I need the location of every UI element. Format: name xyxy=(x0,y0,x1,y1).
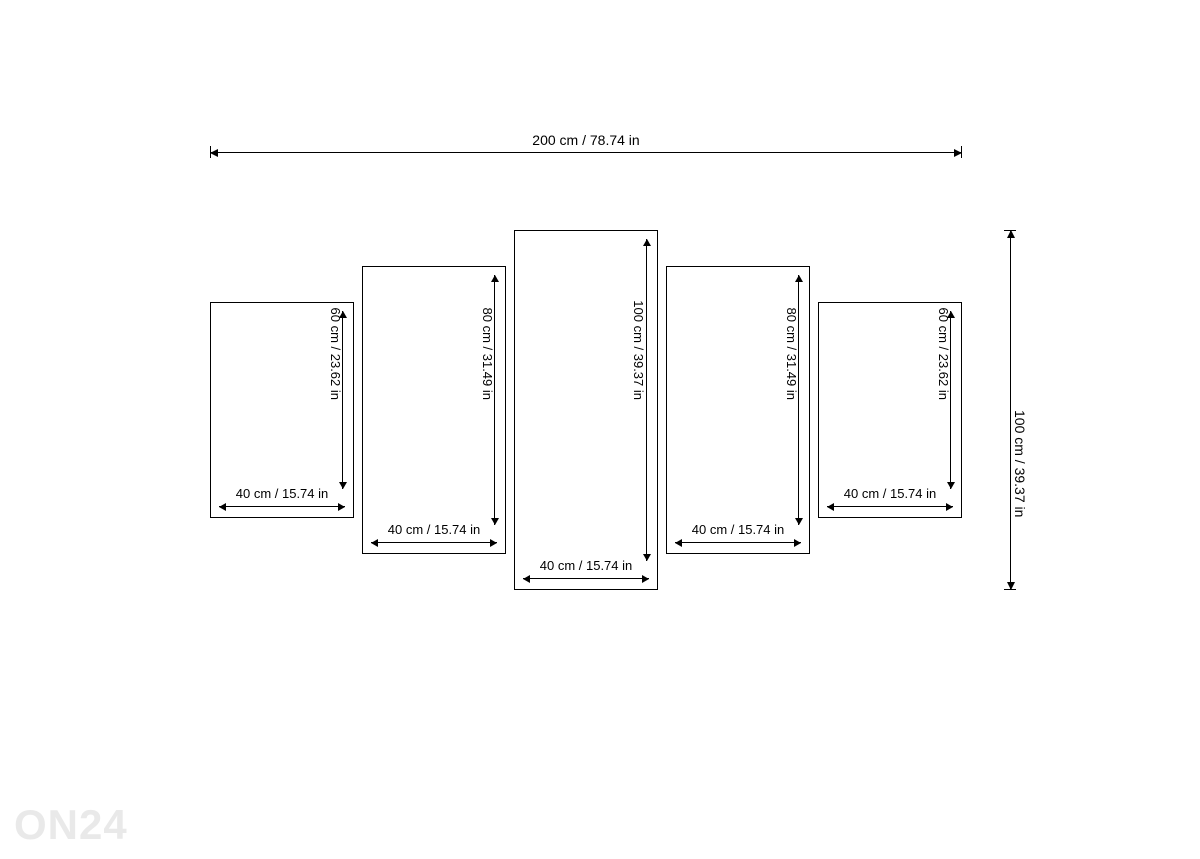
width-label: 40 cm / 15.74 in xyxy=(371,522,497,537)
total-width-tick-left xyxy=(210,146,211,158)
height-label: 100 cm / 39.37 in xyxy=(632,300,647,400)
height-label: 80 cm / 31.49 in xyxy=(480,308,495,401)
panel-1-height-dim: 60 cm / 23.62 in xyxy=(323,311,343,489)
width-label: 40 cm / 15.74 in xyxy=(523,558,649,573)
panel-4: 80 cm / 31.49 in 40 cm / 15.74 in xyxy=(666,266,810,554)
total-width-indicator: 200 cm / 78.74 in xyxy=(210,142,962,162)
total-height-indicator: 100 cm / 39.37 in xyxy=(1000,230,1024,590)
panel-4-height-dim: 80 cm / 31.49 in xyxy=(779,275,799,525)
width-arrow xyxy=(827,506,953,507)
panel-1: 60 cm / 23.62 in 40 cm / 15.74 in xyxy=(210,302,354,518)
watermark-text: ON24 xyxy=(14,801,128,849)
total-height-label: 100 cm / 39.37 in xyxy=(1012,410,1028,517)
total-width-arrow xyxy=(210,152,962,153)
width-arrow xyxy=(675,542,801,543)
width-label: 40 cm / 15.74 in xyxy=(219,486,345,501)
panel-3-height-dim: 100 cm / 39.37 in xyxy=(627,239,647,561)
panel-2-height-dim: 80 cm / 31.49 in xyxy=(475,275,495,525)
height-label: 60 cm / 23.62 in xyxy=(328,308,343,401)
panel-5: 60 cm / 23.62 in 40 cm / 15.74 in xyxy=(818,302,962,518)
total-height-tick-top xyxy=(1004,230,1016,231)
panel-3: 100 cm / 39.37 in 40 cm / 15.74 in xyxy=(514,230,658,590)
total-height-arrow xyxy=(1010,230,1011,590)
total-width-label: 200 cm / 78.74 in xyxy=(210,132,962,148)
width-arrow xyxy=(523,578,649,579)
panel-5-height-dim: 60 cm / 23.62 in xyxy=(931,311,951,489)
width-label: 40 cm / 15.74 in xyxy=(675,522,801,537)
height-arrow xyxy=(646,239,647,561)
height-label: 80 cm / 31.49 in xyxy=(784,308,799,401)
width-arrow xyxy=(219,506,345,507)
panel-2: 80 cm / 31.49 in 40 cm / 15.74 in xyxy=(362,266,506,554)
diagram-stage: 200 cm / 78.74 in 100 cm / 39.37 in 60 c… xyxy=(0,0,1200,859)
total-width-tick-right xyxy=(961,146,962,158)
total-height-tick-bottom xyxy=(1004,589,1016,590)
width-arrow xyxy=(371,542,497,543)
width-label: 40 cm / 15.74 in xyxy=(827,486,953,501)
height-label: 60 cm / 23.62 in xyxy=(936,308,951,401)
